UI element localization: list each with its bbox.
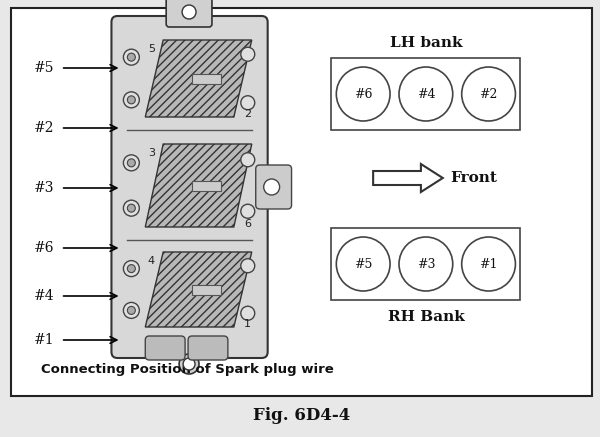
Circle shape: [124, 155, 139, 171]
Text: #2: #2: [34, 121, 55, 135]
Bar: [11, 8, 592, 396]
Bar: [331, 58, 520, 130]
Circle shape: [399, 237, 453, 291]
Circle shape: [124, 260, 139, 277]
Text: #3: #3: [34, 181, 55, 195]
Circle shape: [461, 67, 515, 121]
Text: 2: 2: [244, 109, 251, 119]
Text: #4: #4: [34, 289, 55, 303]
Circle shape: [124, 49, 139, 65]
Text: 4: 4: [148, 256, 155, 266]
Text: #6: #6: [34, 241, 55, 255]
Text: Front: Front: [451, 171, 497, 185]
Circle shape: [127, 96, 136, 104]
Circle shape: [182, 5, 196, 19]
Circle shape: [127, 264, 136, 273]
Text: 3: 3: [148, 148, 155, 158]
Circle shape: [337, 237, 390, 291]
Text: #5: #5: [34, 61, 55, 75]
Polygon shape: [145, 40, 252, 117]
Text: Fig. 6D4-4: Fig. 6D4-4: [253, 406, 350, 423]
Circle shape: [241, 47, 255, 61]
Circle shape: [241, 96, 255, 110]
Text: LH bank: LH bank: [389, 36, 462, 50]
Text: #3: #3: [416, 257, 435, 271]
Circle shape: [263, 179, 280, 195]
FancyBboxPatch shape: [112, 16, 268, 358]
Circle shape: [124, 92, 139, 108]
Circle shape: [127, 53, 136, 61]
Circle shape: [179, 354, 199, 374]
Text: #6: #6: [354, 87, 373, 101]
Circle shape: [241, 259, 255, 273]
Circle shape: [127, 204, 136, 212]
Circle shape: [337, 67, 390, 121]
Text: #1: #1: [479, 257, 498, 271]
Circle shape: [127, 306, 136, 314]
Text: #5: #5: [354, 257, 373, 271]
Polygon shape: [373, 164, 443, 192]
Circle shape: [241, 153, 255, 167]
Text: #1: #1: [34, 333, 55, 347]
Circle shape: [183, 358, 195, 370]
Bar: [191, 73, 221, 83]
Bar: [331, 228, 520, 300]
Polygon shape: [145, 144, 252, 227]
Circle shape: [461, 237, 515, 291]
Text: #4: #4: [416, 87, 435, 101]
Circle shape: [241, 306, 255, 320]
FancyBboxPatch shape: [145, 336, 185, 360]
Text: 5: 5: [148, 44, 155, 54]
Bar: [191, 180, 221, 191]
Text: #2: #2: [479, 87, 498, 101]
Text: 1: 1: [244, 319, 251, 329]
Circle shape: [241, 204, 255, 218]
Text: RH Bank: RH Bank: [388, 310, 464, 324]
Circle shape: [127, 159, 136, 167]
FancyBboxPatch shape: [188, 336, 228, 360]
Circle shape: [399, 67, 453, 121]
FancyBboxPatch shape: [166, 0, 212, 27]
Circle shape: [124, 200, 139, 216]
Circle shape: [124, 302, 139, 319]
Polygon shape: [145, 252, 252, 327]
Text: 6: 6: [244, 219, 251, 229]
Bar: [191, 284, 221, 295]
FancyBboxPatch shape: [256, 165, 292, 209]
Text: Connecting Position of Spark plug wire: Connecting Position of Spark plug wire: [41, 364, 334, 377]
